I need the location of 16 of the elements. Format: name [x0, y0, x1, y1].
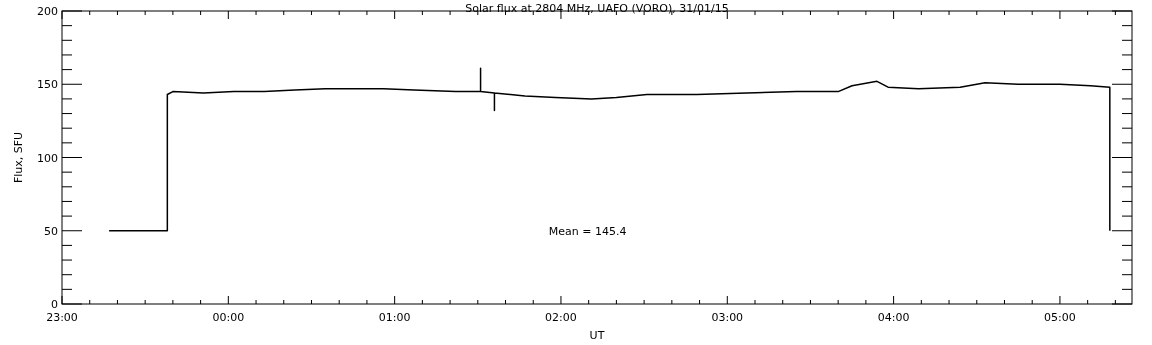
y-tick-label: 100: [37, 151, 58, 165]
x-tick-label: 03:00: [711, 311, 744, 324]
y-tick-label: 50: [44, 224, 58, 238]
x-tick-label: 02:00: [545, 311, 577, 324]
y-axis-title: Flux, SFU: [12, 131, 25, 184]
y-tick-label: 150: [37, 78, 58, 92]
y-tick-label: 0: [51, 298, 58, 311]
x-tick-label: 00:00: [212, 311, 245, 324]
x-tick-label: 05:00: [1044, 311, 1076, 324]
x-axis-title: UT: [589, 329, 605, 342]
y-tick-label: 200: [37, 5, 58, 18]
x-tick-label: 01:00: [378, 311, 411, 324]
chart-title: Solar flux at 2804 MHz, UAFO (VORO), 31/01/15: [465, 2, 729, 15]
x-tick-label: 23:00: [46, 311, 78, 324]
annotation: Mean = 145.4: [548, 224, 627, 238]
x-tick-label: 04:00: [877, 311, 910, 324]
